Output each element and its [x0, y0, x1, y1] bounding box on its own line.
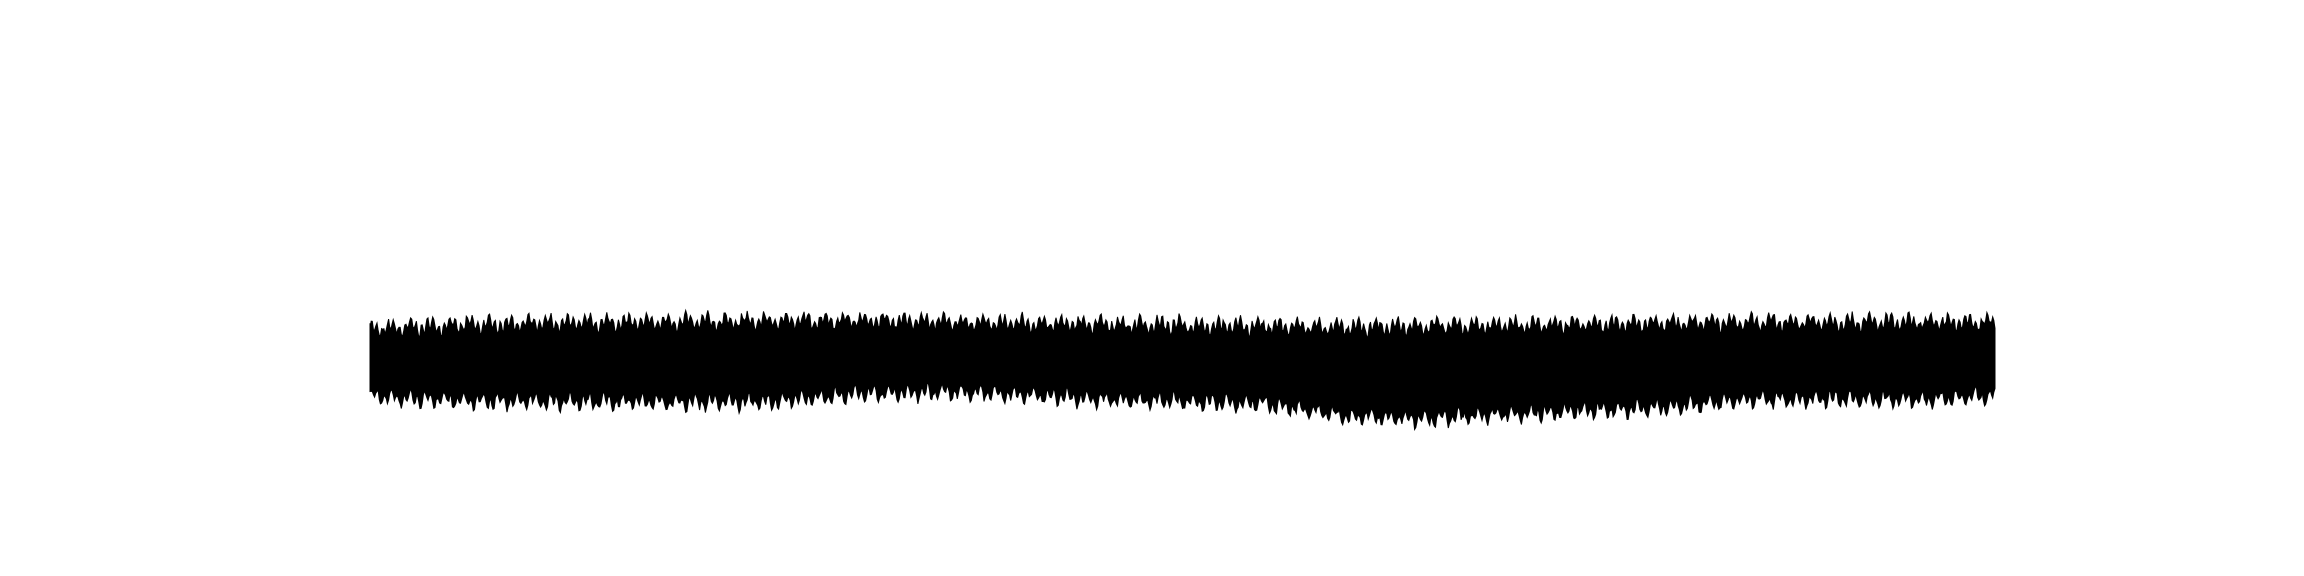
- waveform-area: [369, 308, 1996, 431]
- plot-area: [369, 308, 1996, 431]
